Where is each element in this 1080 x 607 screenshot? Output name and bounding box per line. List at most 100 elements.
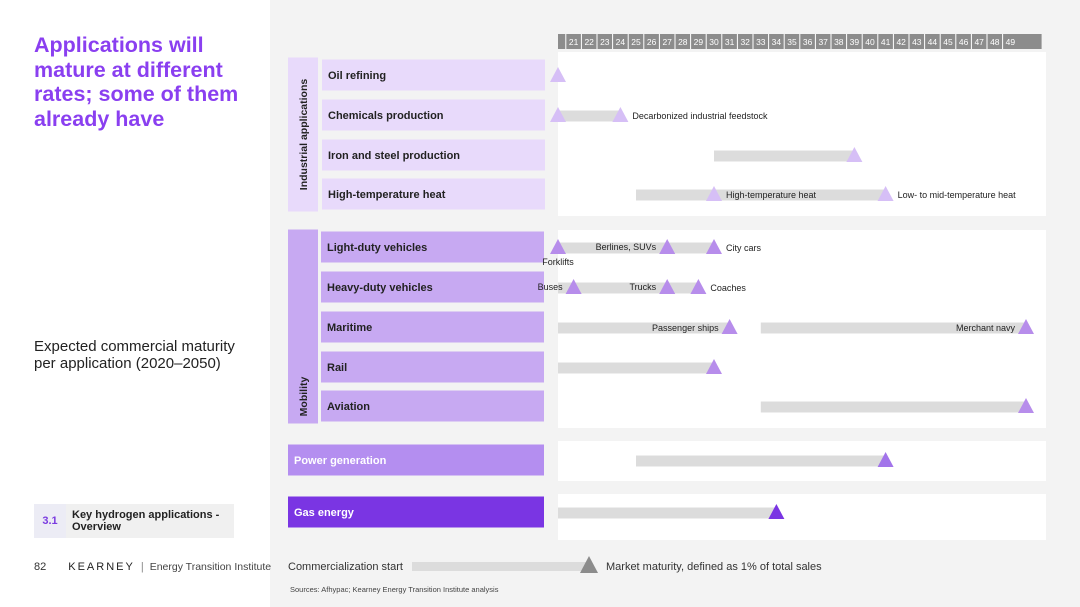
year-tick-label: 46	[959, 37, 969, 47]
legend-marker	[580, 556, 598, 573]
maturity-bar	[636, 189, 714, 201]
brand-logo: KEARNEY	[68, 561, 135, 573]
marker-label: Passenger ships	[652, 323, 719, 333]
year-tick-label: 35	[787, 37, 797, 47]
page-number: 82	[34, 561, 47, 573]
timeline-card	[558, 52, 1046, 216]
year-tick-label: 32	[740, 37, 750, 47]
year-tick-label: 43	[912, 37, 922, 47]
row-label-box[interactable]	[321, 271, 544, 303]
maturity-marker	[768, 504, 785, 519]
year-tick-label: 37	[818, 37, 828, 47]
legend-end-label: Market maturity, defined as 1% of total …	[606, 561, 822, 573]
row-label-box[interactable]	[322, 139, 545, 171]
group-label: Industrial applications	[298, 79, 310, 191]
year-tick-label: 22	[584, 37, 594, 47]
page-headline: Applications will mature at different ra…	[34, 33, 239, 131]
group-label: Mobility	[298, 377, 310, 417]
year-tick-label: 28	[678, 37, 688, 47]
year-tick-label: 21	[569, 37, 579, 47]
maturity-marker	[1018, 398, 1034, 413]
source-note: Sources: Afhypac; Kearney Energy Transit…	[290, 585, 499, 594]
row-label-box[interactable]	[322, 59, 545, 91]
row-label: Oil refining	[328, 70, 386, 82]
year-tick-label: 30	[709, 37, 719, 47]
row-label-box[interactable]	[321, 351, 544, 383]
year-tick-label: 25	[631, 37, 641, 47]
maturity-marker	[1018, 319, 1034, 334]
year-tick-label: 40	[865, 37, 875, 47]
maturity-marker	[721, 319, 738, 334]
row-label-box[interactable]	[322, 178, 545, 210]
marker-label: Low- to mid-temperature heat	[898, 190, 1017, 200]
marker-label: High-temperature heat	[726, 190, 817, 200]
group-strip	[288, 57, 318, 212]
maturity-marker	[877, 452, 894, 467]
legend-start-label: Commercialization start	[288, 561, 403, 573]
year-tick-label: 38	[834, 37, 844, 47]
maturity-bar	[558, 242, 714, 254]
row-label: Power generation	[294, 455, 387, 467]
year-tick-label: 42	[896, 37, 906, 47]
maturity-bar	[714, 189, 886, 201]
row-label: Iron and steel production	[328, 150, 460, 162]
page-footer: 82 KEARNEY | Energy Transition Institute	[34, 561, 271, 573]
year-tick-label: 26	[647, 37, 657, 47]
year-tick-label: 49	[1006, 37, 1016, 47]
marker-label: City cars	[726, 243, 762, 253]
row-label-box[interactable]	[322, 99, 545, 131]
maturity-bar	[636, 455, 886, 467]
marker-label: Decarbonized industrial feedstock	[632, 111, 768, 121]
row-label: Chemicals production	[328, 110, 444, 122]
year-tick-label: 23	[600, 37, 610, 47]
group-strip	[288, 229, 318, 424]
row-label: Light-duty vehicles	[327, 242, 427, 254]
maturity-marker	[659, 239, 676, 254]
marker-label: Coaches	[710, 283, 746, 293]
row-label-box[interactable]	[321, 390, 544, 422]
maturity-marker	[550, 239, 566, 254]
maturity-bar	[760, 401, 1026, 413]
year-tick-label: 33	[756, 37, 766, 47]
marker-label: Trucks	[630, 282, 657, 292]
row-label-box[interactable]	[321, 231, 544, 263]
section-number: 3.1	[34, 504, 66, 538]
maturity-marker	[706, 359, 722, 374]
maturity-bar	[714, 150, 855, 162]
marker-label: Berlines, SUVs	[596, 242, 657, 252]
marker-label: Forklifts	[542, 257, 574, 267]
maturity-marker	[877, 186, 894, 201]
row-label: Maritime	[327, 322, 372, 334]
marker-label: Merchant navy	[956, 323, 1016, 333]
row-label: Gas energy	[294, 507, 355, 519]
institute-name: Energy Transition Institute	[149, 561, 272, 573]
row-label-box[interactable]	[321, 311, 544, 343]
year-tick-label: 36	[803, 37, 813, 47]
year-tick-label: 44	[928, 37, 938, 47]
year-tick-label: 27	[662, 37, 672, 47]
maturity-bar	[558, 362, 714, 374]
row-label-box[interactable]	[288, 496, 544, 528]
row-label: Heavy-duty vehicles	[327, 282, 433, 294]
maturity-bar	[760, 322, 1026, 334]
maturity-bar	[558, 110, 621, 122]
maturity-marker	[550, 107, 566, 122]
year-tick-label: 39	[850, 37, 860, 47]
maturity-marker	[565, 279, 582, 294]
maturity-marker	[612, 107, 629, 122]
row-label-box[interactable]	[288, 444, 544, 476]
year-tick-label: 34	[772, 37, 782, 47]
maturity-bar	[558, 507, 777, 519]
footer-separator: |	[140, 561, 144, 573]
legend-bar	[412, 562, 588, 571]
marker-label: Buses	[538, 282, 564, 292]
section-tag[interactable]: 3.1 Key hydrogen applications - Overview	[34, 504, 234, 538]
year-tick-label: 47	[974, 37, 984, 47]
maturity-marker	[706, 186, 722, 201]
year-tick-label: 24	[616, 37, 626, 47]
row-label: High-temperature heat	[328, 189, 446, 201]
year-tick-label: 31	[725, 37, 735, 47]
maturity-bar	[558, 322, 730, 334]
row-label: Aviation	[327, 401, 370, 413]
